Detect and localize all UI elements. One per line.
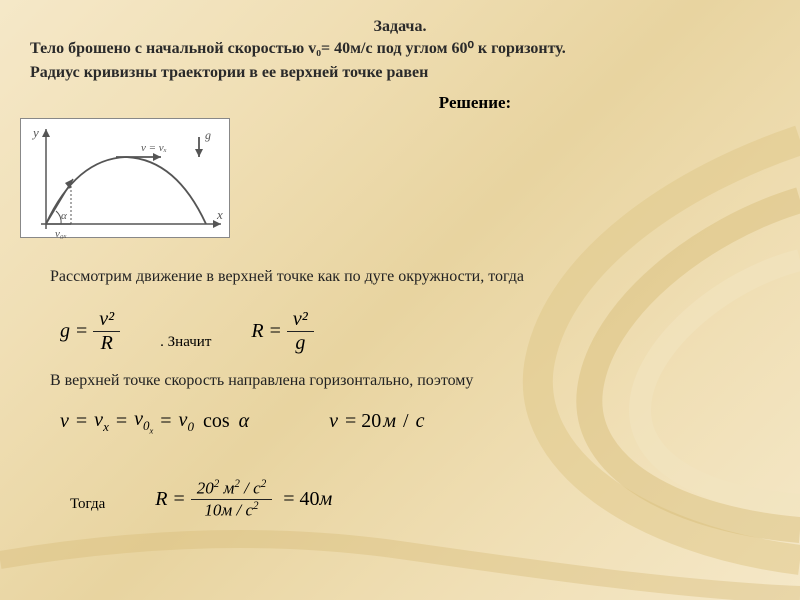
eq-g-v2r: g = v² R	[60, 308, 120, 355]
frac-den-1: R	[95, 332, 119, 355]
problem-title: Задача.	[30, 18, 770, 36]
problem-text-1: Тело брошено с начальной скоростью v₀= 4…	[30, 38, 770, 60]
frac-num-1: v²	[93, 308, 120, 331]
eq-final: R = 202 м2 / с2 10м / с2 = 40м	[155, 478, 332, 520]
equals-2: =	[270, 320, 281, 343]
svg-text:x: x	[216, 207, 223, 222]
eq-r-v2g: R = v² g	[251, 308, 313, 355]
explanation-1: Рассмотрим движение в верхней точке как …	[50, 268, 524, 286]
explanation-2: В верхней точке скорость направлена гори…	[50, 372, 473, 390]
svg-text:v = vₓ: v = vₓ	[141, 142, 167, 154]
frac-final-num: 202 м2 / с2	[191, 478, 272, 499]
togda-label: Тогда	[70, 496, 105, 513]
frac-v2-r: v² R	[93, 308, 120, 355]
frac-num-2: v²	[287, 308, 314, 331]
eq-vchain: v = vx = v0x = v0 cos α	[60, 408, 249, 436]
eq-v20: v = 20м / с	[329, 410, 424, 433]
equals-3: =	[173, 488, 184, 511]
znachit-label: . Значит	[160, 334, 211, 351]
frac-den-2: g	[289, 332, 311, 355]
frac-final: 202 м2 / с2 10м / с2	[191, 478, 272, 520]
solution-label: Решение:	[180, 93, 770, 113]
equation-row-2: v = vx = v0x = v0 cos α v = 20м / с	[60, 408, 425, 436]
equation-row-1: g = v² R . Значит R = v² g	[60, 308, 314, 355]
problem-text-2: Радиус кривизны траектории в ее верхней …	[30, 62, 770, 84]
var-g: g	[60, 320, 70, 343]
eq-40m: = 40м	[278, 488, 332, 511]
svg-text:α: α	[61, 210, 67, 222]
var-r: R	[251, 320, 263, 343]
frac-final-den: 10м / с2	[198, 500, 264, 521]
trajectory-diagram: y x g v = vₓ v₀ₓ α	[20, 118, 230, 238]
svg-text:v₀ₓ: v₀ₓ	[55, 228, 67, 239]
equals-1: =	[76, 320, 87, 343]
frac-v2-g: v² g	[287, 308, 314, 355]
equation-row-3: Тогда R = 202 м2 / с2 10м / с2 = 40м	[70, 478, 332, 520]
